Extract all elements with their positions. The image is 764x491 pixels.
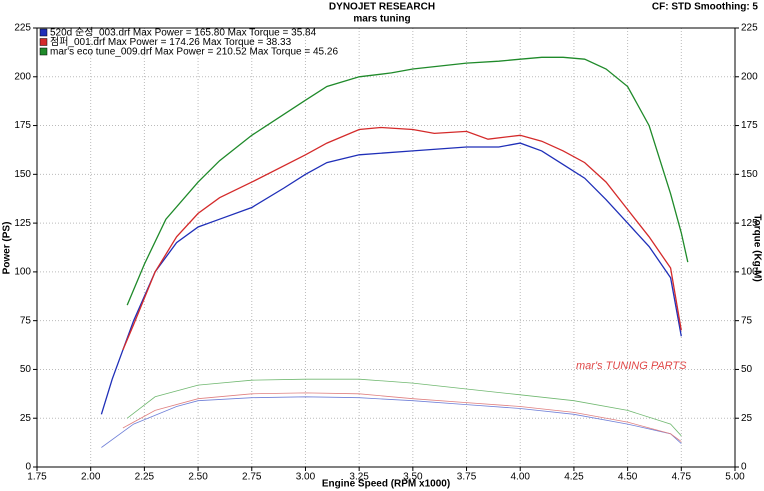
x-tick-label: 2.25	[135, 472, 155, 483]
y-tick-label: 75	[20, 315, 32, 326]
x-tick-label: 4.00	[510, 472, 530, 483]
y-tick-label: 175	[14, 120, 31, 131]
series-line	[122, 392, 682, 442]
legend-label: mar's eco tune_009.drf Max Power = 210.5…	[50, 47, 338, 58]
legend-swatch	[39, 47, 48, 56]
y2-tick-label: 175	[741, 120, 758, 131]
legend-label: 520d 순정_003.drf Max Power = 165.80 Max T…	[50, 27, 317, 39]
x-tick-label: 2.50	[188, 472, 208, 483]
watermark: mar's TUNING PARTS	[576, 360, 687, 372]
y2-tick-label: 0	[741, 462, 747, 473]
legend-label: 점퍼_001.drf Max Power = 174.26 Max Torque…	[50, 36, 292, 48]
x-tick-label: 3.00	[296, 472, 316, 483]
series-line	[126, 378, 682, 437]
x-tick-label: 3.25	[349, 472, 369, 483]
legend-swatch	[39, 38, 48, 46]
y2-tick-label: 75	[741, 315, 753, 326]
x-tick-label: 3.50	[403, 472, 423, 483]
x-tick-label: 2.75	[242, 472, 262, 483]
y-tick-label: 25	[20, 413, 32, 424]
y2-tick-label: 25	[741, 413, 753, 424]
series-line	[101, 396, 682, 448]
y-axis-label: Power (PS)	[2, 222, 13, 275]
series-line	[126, 56, 689, 306]
y-tick-label: 200	[14, 71, 31, 82]
x-tick-label: 4.25	[564, 472, 584, 483]
y-tick-label: 225	[14, 23, 31, 34]
y-tick-label: 125	[14, 218, 31, 229]
x-tick-label: 4.50	[618, 472, 638, 483]
chart-title: DYNOJET RESEARCH	[329, 2, 435, 13]
x-tick-label: 4.75	[672, 472, 692, 483]
series-line	[100, 142, 682, 415]
y2-axis-label: Torque (Kg-M)	[751, 214, 762, 282]
y-tick-label: 50	[20, 364, 32, 375]
y2-tick-label: 200	[741, 71, 758, 82]
y2-tick-label: 100	[741, 267, 758, 278]
chart-subtitle: mars tuning	[353, 14, 410, 25]
x-tick-label: 1.75	[27, 472, 47, 483]
x-tick-label: 5.00	[725, 472, 745, 483]
y2-tick-label: 150	[741, 169, 758, 180]
y2-tick-label: 50	[741, 364, 753, 375]
plot-frame	[36, 27, 736, 468]
y2-tick-label: 225	[741, 23, 758, 34]
x-tick-label: 3.75	[457, 472, 477, 483]
y-tick-label: 150	[14, 169, 31, 180]
series-line	[122, 126, 682, 351]
y-tick-label: 0	[25, 462, 31, 473]
legend-swatch	[39, 28, 48, 37]
y2-tick-label: 125	[741, 218, 758, 229]
x-tick-label: 2.00	[81, 472, 101, 483]
y-tick-label: 100	[14, 267, 31, 278]
corner-note: CF: STD Smoothing: 5	[652, 2, 759, 13]
x-axis-label: Engine Speed (RPM x1000)	[322, 479, 450, 490]
